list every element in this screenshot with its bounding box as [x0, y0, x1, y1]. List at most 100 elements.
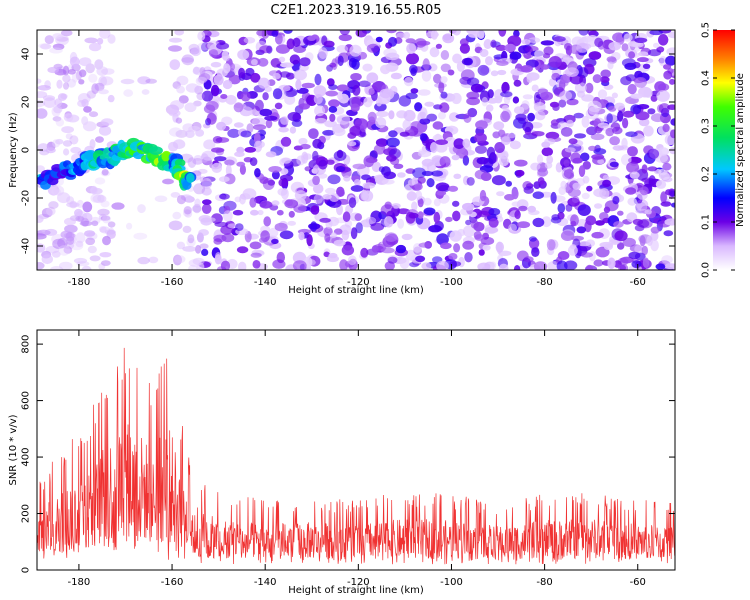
- spectrogram-cell: [337, 189, 345, 197]
- spectrogram-cell: [102, 214, 111, 224]
- spectrogram-cell: [319, 217, 331, 223]
- spectrogram-cell: [198, 73, 211, 82]
- spectrogram-cell: [531, 247, 540, 257]
- spectrogram-cell: [197, 42, 211, 51]
- spectrogram-cell: [617, 110, 624, 122]
- spectrogram-cell: [376, 110, 389, 118]
- spectrogram-cell: [100, 200, 110, 208]
- spectrogram-cell: [384, 232, 398, 242]
- spectrogram-cell: [452, 30, 461, 36]
- spectrogram-cell: [101, 169, 109, 176]
- spectrogram-cell: [192, 203, 202, 214]
- spectrogram-cell: [259, 237, 266, 243]
- spectrogram-cell: [426, 161, 437, 172]
- spectrogram-cell: [215, 252, 222, 261]
- spectrogram-cell: [37, 243, 46, 253]
- snr-y-label: SNR (10 * v/v): [8, 414, 19, 485]
- spectrogram-cell: [439, 102, 450, 113]
- spectrogram-cell: [194, 198, 201, 208]
- spectrogram-cell: [216, 121, 227, 131]
- spectrogram-cell: [470, 219, 479, 229]
- spectrogram-cell: [313, 94, 323, 105]
- spectrogram-cell: [238, 261, 247, 270]
- spectrogram-cell: [634, 244, 644, 254]
- spectrogram-cell: [551, 214, 560, 221]
- spectrogram-cell: [359, 123, 367, 133]
- spectrogram-cell: [432, 121, 444, 130]
- spectrogram-cell: [209, 49, 219, 58]
- spectrogram-cell: [659, 56, 667, 67]
- spectrogram-cell: [277, 188, 288, 196]
- spectrogram-cell: [206, 112, 217, 125]
- spectrogram-cell: [182, 246, 197, 252]
- spectrogram-cell: [380, 204, 395, 216]
- spectrogram-cell: [630, 93, 643, 99]
- spectrogram-cell: [383, 171, 397, 180]
- spectrogram-cell: [95, 136, 104, 143]
- spectrogram-cell: [664, 218, 675, 226]
- spectrogram-cell: [444, 136, 457, 148]
- spectrogram-cell: [574, 82, 587, 94]
- spectrogram-cell: [533, 101, 546, 113]
- spectrogram-cell: [488, 218, 499, 228]
- spectrogram-cell: [184, 102, 197, 113]
- spectrogram-cell: [298, 103, 310, 110]
- spectrogram-cell: [621, 43, 629, 52]
- spectrogram-cell: [289, 126, 297, 134]
- spectrogram-cell: [581, 115, 590, 128]
- spectrogram-cell: [477, 262, 491, 270]
- spectrogram-cell: [274, 222, 288, 232]
- spectrogram-cell: [69, 135, 79, 145]
- spectrogram-cell: [582, 175, 590, 184]
- spectrogram-cell: [339, 259, 348, 270]
- spectrogram-cell: [435, 182, 450, 192]
- spectrogram-cell: [63, 82, 69, 90]
- spectrogram-cell: [559, 90, 573, 101]
- spectrogram-cell: [225, 164, 232, 177]
- spectrogram-cell: [509, 140, 521, 150]
- snr-panel: -180 -160 -140 -120 -100 -80 -60 0 200 400 600 800…: [8, 329, 676, 596]
- spectrogram-cell: [234, 151, 245, 157]
- spectrogram-cell: [293, 45, 306, 53]
- spectrogram-cell: [358, 80, 371, 88]
- spectrogram-cell: [549, 101, 560, 108]
- spectrogram-cell: [196, 76, 208, 84]
- spectrogram-cell: [211, 162, 223, 173]
- spectrogram-cell: [418, 242, 432, 248]
- spectrogram-cell: [341, 229, 350, 241]
- spectrogram-cell: [435, 139, 448, 145]
- spectrogram-cell: [606, 113, 613, 124]
- spectrogram-x-tick-label: -140: [254, 277, 277, 288]
- spectrogram-cell: [254, 99, 264, 112]
- spectrogram-cell: [513, 265, 521, 270]
- spectrogram-cell: [655, 263, 666, 270]
- spectrogram-cell: [565, 204, 573, 212]
- spectrogram-cell: [168, 109, 181, 117]
- spectrogram-cell: [101, 68, 115, 75]
- spectrogram-cell: [667, 31, 675, 39]
- spectrogram-cell: [175, 117, 183, 124]
- spectrogram-cell: [495, 44, 507, 52]
- spectrogram-cell: [560, 180, 567, 190]
- spectrogram-cell: [440, 242, 452, 250]
- spectrogram-cell: [533, 91, 541, 104]
- spectrogram-cell: [488, 208, 501, 216]
- spectrogram-cell: [625, 187, 637, 195]
- spectrogram-cell: [620, 76, 632, 86]
- spectrogram-x-tick-label: -180: [68, 277, 91, 288]
- spectrogram-cell: [397, 172, 406, 178]
- spectrogram-cell: [278, 56, 286, 63]
- spectrogram-cell: [371, 161, 382, 173]
- spectrogram-cell: [513, 106, 525, 115]
- spectrogram-cell: [249, 241, 262, 250]
- spectrogram-cell: [97, 37, 104, 45]
- spectrogram-cell: [452, 53, 462, 64]
- spectrogram-cell: [658, 34, 669, 46]
- spectrogram-cell: [622, 117, 629, 129]
- spectrogram-cell: [588, 145, 597, 151]
- spectrogram-cell: [511, 188, 519, 200]
- spectrogram-cell: [169, 127, 183, 137]
- spectrogram-cell: [417, 176, 426, 184]
- spectrogram-cell: [270, 58, 282, 68]
